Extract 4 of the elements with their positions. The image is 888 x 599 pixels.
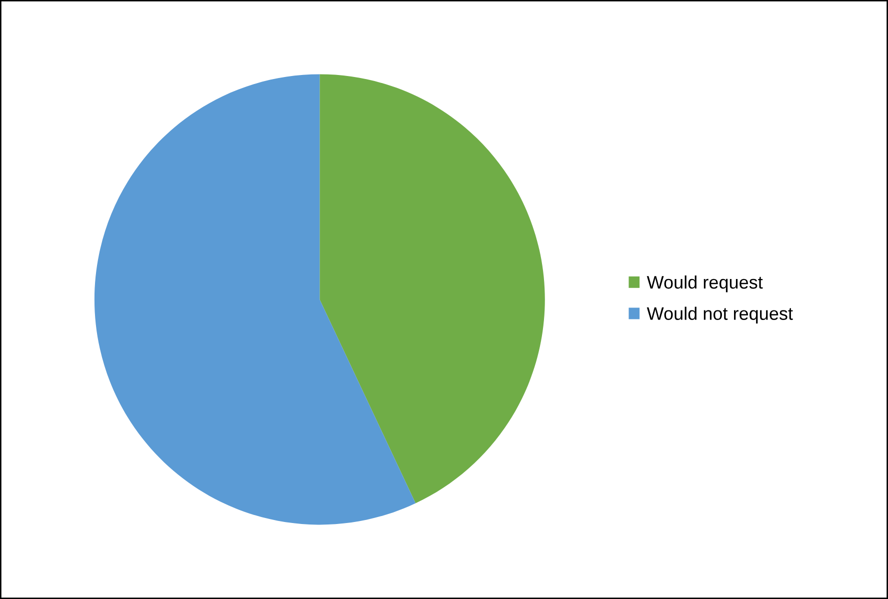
legend-label: Would request xyxy=(646,275,763,292)
pie-slice xyxy=(320,74,545,504)
legend-label: Would not request xyxy=(646,306,793,324)
pie-slice xyxy=(94,74,416,525)
